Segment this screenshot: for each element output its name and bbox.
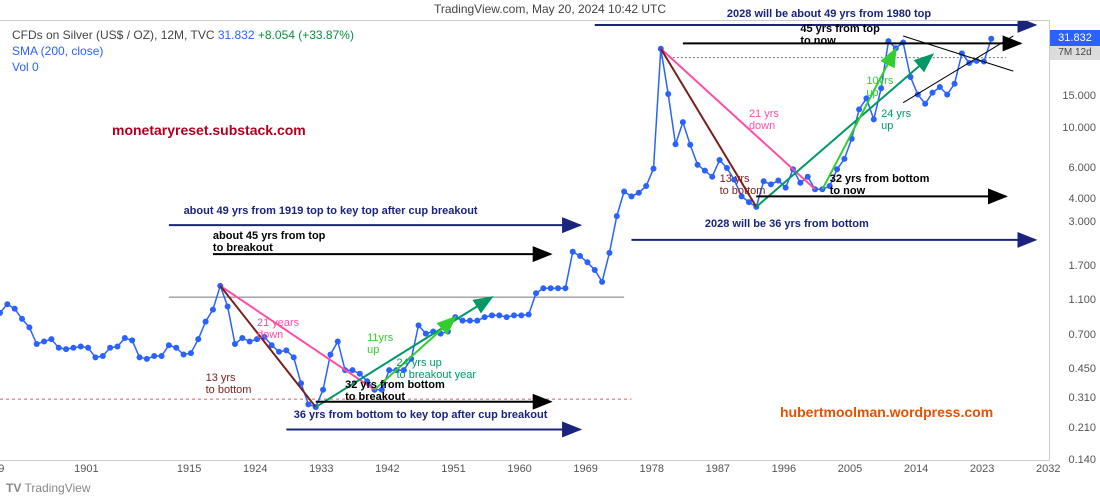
y-axis: 0.1400.2100.3100.4500.7001.1001.7003.000…: [1049, 20, 1100, 460]
y-tick: 3.000: [1068, 216, 1096, 228]
x-tick: 889: [0, 463, 4, 475]
y-tick: 1.700: [1068, 260, 1096, 272]
x-tick: 2014: [904, 463, 928, 475]
x-tick: 1915: [177, 463, 201, 475]
annotation-label: 13 yrsto bottom: [206, 372, 252, 396]
tradingview-badge: TV TradingView: [6, 481, 91, 495]
page-title: TradingView.com, May 20, 2024 10:42 UTC: [0, 2, 1100, 16]
chart-container: TradingView.com, May 20, 2024 10:42 UTC …: [0, 0, 1100, 501]
x-tick: 1951: [441, 463, 465, 475]
y-tick: 0.700: [1068, 329, 1096, 341]
x-tick: 1901: [74, 463, 98, 475]
annotation-label: 21 yrsdown: [749, 108, 779, 132]
annotation-label: about 45 yrs from topto breakout: [213, 230, 325, 254]
annotation-label: 32 yrs from bottomto now: [830, 173, 930, 197]
y-tick: 15.000: [1062, 90, 1096, 102]
y-tick: 0.210: [1068, 422, 1096, 434]
x-tick: 1987: [706, 463, 730, 475]
x-tick: 1933: [309, 463, 333, 475]
annotation-label: 45 yrs from topto now: [800, 23, 879, 47]
y-tick: 6.000: [1068, 162, 1096, 174]
x-tick: 1960: [507, 463, 531, 475]
price-badge: 31.832: [1050, 30, 1100, 46]
x-tick: 2023: [970, 463, 994, 475]
annotation-label: 24 yrs upto breakout year: [397, 357, 477, 381]
annotation-label: 32 yrs from bottomto breakout: [345, 379, 445, 403]
countdown-badge: 7M 12d: [1050, 46, 1100, 60]
annotation-label: 2028 will be about 49 yrs from 1980 top: [727, 8, 931, 20]
annotation-label: 13 yrsto bottom: [720, 173, 766, 197]
x-tick: 1996: [772, 463, 796, 475]
y-tick: 10.000: [1062, 122, 1096, 134]
x-tick: 2005: [838, 463, 862, 475]
annotation-label: 21 yearsdown: [257, 317, 299, 341]
annotation-label: 2028 will be 36 yrs from bottom: [705, 218, 869, 230]
y-tick: 1.100: [1068, 294, 1096, 306]
y-tick: 4.000: [1068, 193, 1096, 205]
annotation-label: 11yrsup: [367, 332, 393, 356]
annotation-label: 10yrsup: [866, 75, 893, 99]
annotation-label: 24 yrsup: [881, 108, 911, 132]
x-tick: 1969: [573, 463, 597, 475]
y-tick: 0.310: [1068, 392, 1096, 404]
y-tick: 0.450: [1068, 363, 1096, 375]
y-tick: 0.140: [1068, 454, 1096, 466]
x-tick: 1942: [375, 463, 399, 475]
x-tick: 1924: [243, 463, 267, 475]
x-tick: 1978: [639, 463, 663, 475]
x-tick: 2032: [1036, 463, 1060, 475]
annotation-label: about 49 yrs from 1919 top to key top af…: [184, 205, 478, 217]
annotation-label: 36 yrs from bottom to key top after cup …: [294, 409, 548, 421]
x-axis: 889 1901 1915 1924 1933 1942 1951 1960 1969 1978 1…: [0, 460, 1050, 481]
